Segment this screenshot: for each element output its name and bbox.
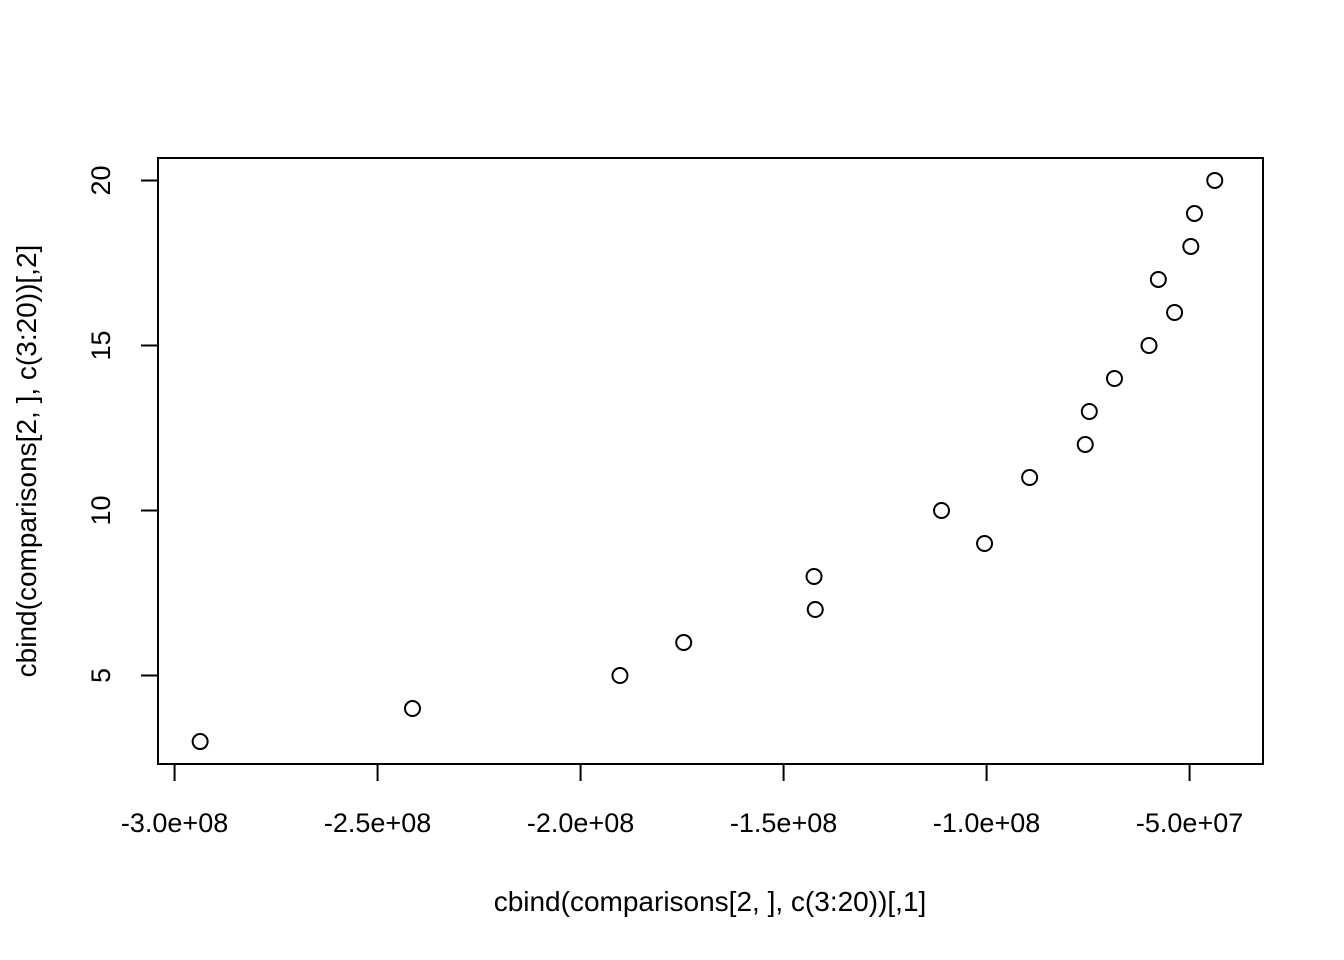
y-tick-label: 20 [86,165,116,195]
data-point [933,502,951,520]
data-point [1149,270,1167,288]
data-points [191,171,1224,751]
x-tick-label: -2.5e+08 [324,808,431,838]
data-point [191,733,209,751]
data-point [1021,469,1039,487]
y-tick-label: 10 [86,495,116,525]
data-point [611,667,629,685]
data-point [403,700,421,718]
x-axis-title: cbind(comparisons[2, ], c(3:20))[,1] [494,886,927,917]
data-point [1076,435,1094,453]
x-tick-label: -5.0e+07 [1136,808,1243,838]
data-point [1166,303,1184,321]
data-point [1206,171,1224,189]
data-point [806,601,824,619]
x-tick-label: -1.0e+08 [933,808,1040,838]
x-tick-label: -3.0e+08 [121,808,228,838]
data-point [1140,336,1158,354]
x-axis: -3.0e+08 -2.5e+08 -2.0e+08 -1.5e+08 -1.0e+08… [121,763,1243,838]
data-point [675,634,693,652]
y-tick-label: 15 [86,330,116,360]
y-axis-title: cbind(comparisons[2, ], c(3:20))[,2] [11,245,42,678]
plot-frame [157,157,1264,765]
x-tick-label: -2.0e+08 [527,808,634,838]
x-tick-label: -1.5e+08 [730,808,837,838]
data-point [1105,369,1123,387]
y-axis: 5 10 15 20 [86,165,159,683]
data-point [1080,402,1098,420]
data-point [1182,237,1200,255]
data-point [976,535,994,553]
data-point [805,568,823,586]
data-point [1185,204,1203,222]
y-tick-label: 5 [86,668,116,683]
